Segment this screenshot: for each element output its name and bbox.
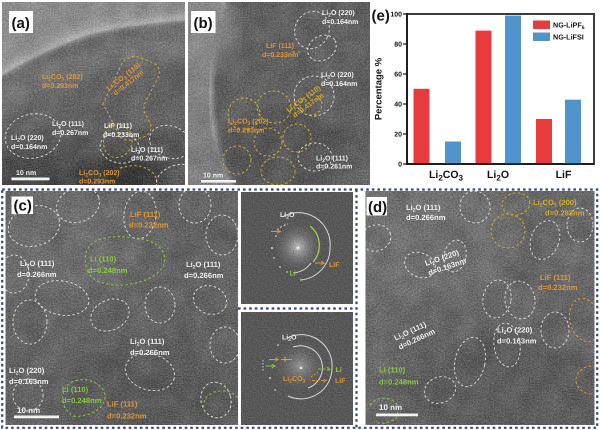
svg-text:100: 100 — [390, 12, 402, 19]
svg-text:d=0.248nm: d=0.248nm — [379, 378, 419, 387]
svg-text:Li2O (111): Li2O (111) — [131, 146, 163, 156]
svg-text:Li (110): Li (110) — [379, 366, 406, 375]
svg-text:10 nm: 10 nm — [16, 170, 36, 177]
svg-text:d=0.233nm: d=0.233nm — [103, 131, 139, 139]
svg-text:Li (110): Li (110) — [90, 255, 117, 264]
svg-text:80: 80 — [394, 42, 402, 49]
svg-text:LiF (111): LiF (111) — [130, 210, 161, 219]
svg-text:Percentage %: Percentage % — [374, 57, 385, 120]
svg-text:(e): (e) — [372, 8, 390, 25]
svg-text:60: 60 — [394, 72, 402, 79]
svg-text:(a): (a) — [12, 15, 30, 32]
svg-text:LiF (111): LiF (111) — [266, 42, 294, 50]
svg-text:LiF: LiF — [335, 377, 346, 385]
svg-text:LiF: LiF — [556, 169, 572, 181]
svg-text:40: 40 — [394, 102, 402, 109]
svg-text:d=0.232nm: d=0.232nm — [129, 221, 169, 230]
svg-text:Li2O (111): Li2O (111) — [130, 337, 165, 348]
svg-text:d=0.261nm: d=0.261nm — [316, 163, 352, 171]
svg-text:Li2O (220): Li2O (220) — [322, 9, 355, 19]
svg-text:Li2O (111): Li2O (111) — [316, 155, 348, 165]
svg-text:Li2CO3 (202): Li2CO3 (202) — [42, 73, 83, 83]
svg-text:d=0.232nm: d=0.232nm — [107, 412, 147, 421]
svg-text:Li (110): Li (110) — [62, 385, 89, 394]
svg-text:d=0.248nm: d=0.248nm — [62, 396, 102, 405]
svg-text:d=0.163nm: d=0.163nm — [9, 377, 49, 386]
svg-text:Li2O (111): Li2O (111) — [186, 260, 221, 271]
svg-text:Li2CO3: Li2CO3 — [283, 375, 306, 385]
svg-text:Li2O: Li2O — [282, 334, 297, 344]
svg-text:d=0.267nm: d=0.267nm — [131, 155, 167, 163]
svg-text:LiF (111): LiF (111) — [107, 400, 138, 409]
svg-text:NG-LiFSI: NG-LiFSI — [553, 33, 584, 42]
svg-text:Li2CO3 (202): Li2CO3 (202) — [228, 118, 269, 128]
svg-text:d=0.266nm: d=0.266nm — [406, 213, 446, 222]
svg-text:Li2O: Li2O — [280, 211, 295, 221]
svg-text:Li: Li — [290, 270, 296, 278]
svg-text:Li2O (111): Li2O (111) — [406, 203, 441, 214]
svg-text:20: 20 — [394, 132, 402, 139]
svg-text:Li2CO3 (200): Li2CO3 (200) — [533, 198, 577, 209]
svg-text:LiF: LiF — [329, 261, 340, 269]
svg-text:Li2O (111): Li2O (111) — [52, 120, 84, 130]
svg-text:0: 0 — [398, 162, 402, 169]
svg-text:Li2O (220): Li2O (220) — [11, 134, 44, 144]
svg-text:d=0.266nm: d=0.266nm — [184, 271, 224, 280]
svg-text:Li2O (220): Li2O (220) — [321, 71, 354, 81]
svg-text:d=0.164nm: d=0.164nm — [11, 143, 47, 151]
svg-text:10 nm: 10 nm — [17, 406, 40, 415]
svg-text:LiF (111): LiF (111) — [104, 122, 132, 130]
svg-text:d=0.267nm: d=0.267nm — [52, 129, 88, 137]
svg-text:d=0.163nm: d=0.163nm — [497, 337, 537, 346]
svg-text:d=0.232nm: d=0.232nm — [538, 283, 578, 292]
svg-text:Li2O (220): Li2O (220) — [9, 366, 45, 377]
svg-text:d=0.233nm: d=0.233nm — [262, 51, 298, 59]
svg-text:d=0.293nm: d=0.293nm — [42, 82, 78, 90]
svg-text:d=0.266nm: d=0.266nm — [17, 270, 57, 279]
svg-text:Li: Li — [336, 366, 342, 374]
svg-text:d=0.164nm: d=0.164nm — [322, 18, 358, 26]
svg-text:d=0.248nm: d=0.248nm — [88, 266, 128, 275]
svg-text:d=0.293nm: d=0.293nm — [228, 127, 264, 135]
svg-text:NG-LiPF6: NG-LiPF6 — [553, 21, 585, 32]
svg-text:Li2O (111): Li2O (111) — [20, 259, 55, 270]
svg-text:Li2O: Li2O — [487, 169, 509, 182]
svg-text:(d): (d) — [368, 199, 387, 216]
svg-text:d=0.293nm: d=0.293nm — [79, 178, 115, 186]
svg-text:d=0.266nm: d=0.266nm — [130, 348, 170, 357]
svg-text:10 nm: 10 nm — [203, 173, 223, 180]
svg-text:10 nm: 10 nm — [379, 403, 402, 412]
svg-text:(c): (c) — [14, 198, 32, 215]
svg-text:d=0.164nm: d=0.164nm — [321, 80, 357, 88]
svg-text:Li2CO3: Li2CO3 — [429, 169, 464, 182]
svg-text:(b): (b) — [194, 15, 213, 32]
svg-text:Li2O (220): Li2O (220) — [497, 326, 533, 337]
svg-text:d=0.283nm: d=0.283nm — [545, 209, 585, 218]
svg-text:Li2CO3 (202): Li2CO3 (202) — [79, 169, 120, 179]
svg-text:LiF (111): LiF (111) — [540, 273, 571, 282]
